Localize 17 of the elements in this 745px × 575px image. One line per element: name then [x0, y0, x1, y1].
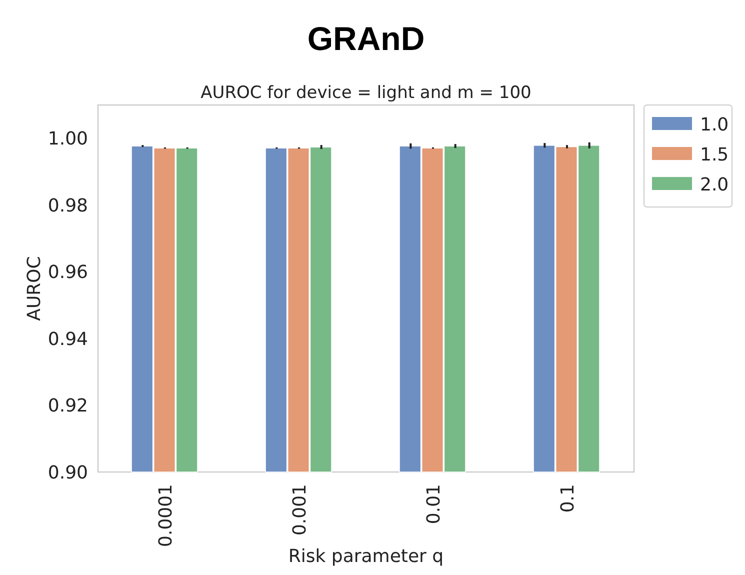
legend-label: 1.0 [700, 114, 729, 136]
x-tick-label: 0.1 [557, 484, 578, 513]
y-tick-label: 0.94 [48, 328, 88, 350]
legend-label: 2.0 [700, 174, 729, 196]
y-tick-label: 0.90 [48, 462, 88, 484]
chart-title: GRAnD [307, 20, 425, 57]
y-axis-title: AUROC [24, 256, 45, 321]
y-tick-label: 0.92 [48, 396, 88, 417]
y-tick-label: 0.98 [48, 195, 88, 216]
chart-subtitle: AUROC for device = light and m = 100 [200, 83, 532, 103]
y-tick-label: 0.96 [48, 262, 88, 284]
legend-label: 1.5 [700, 144, 729, 166]
x-tick-label: 0.0001 [155, 484, 176, 547]
x-tick-label: 0.01 [423, 484, 444, 524]
x-tick-label: 0.001 [289, 484, 310, 536]
x-axis-title: Risk parameter q [288, 546, 444, 567]
y-tick-label: 1.00 [48, 128, 88, 150]
